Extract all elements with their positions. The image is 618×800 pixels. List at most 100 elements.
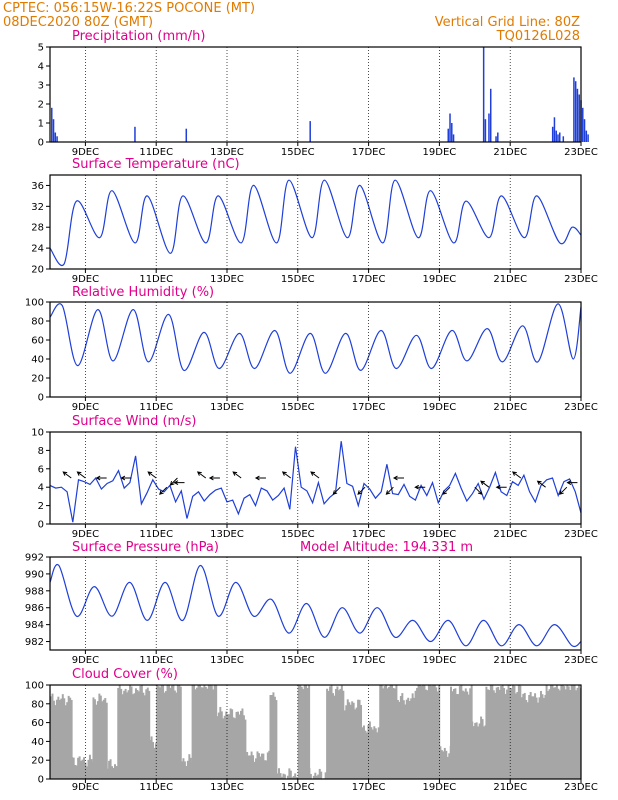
panel-frame (49, 174, 582, 270)
cloud-bar (575, 690, 578, 779)
cloud-bar (88, 754, 91, 779)
x-tick-label: 21DEC (493, 655, 527, 666)
precip-bar (449, 113, 451, 142)
cloud-bar (308, 685, 311, 779)
cloud-bar (461, 690, 464, 779)
precip-bar (551, 126, 554, 142)
cloud-bar (489, 685, 492, 779)
cloud-bar (155, 743, 157, 779)
y-tick-label: 10 (31, 428, 44, 439)
wind-arrow (281, 471, 292, 479)
x-tick-label: 23DEC (564, 655, 598, 666)
cloud-bar (455, 694, 458, 779)
x-tick-label: 13DEC (210, 655, 244, 666)
wind-arrow (62, 471, 72, 479)
cloud-bar (64, 705, 67, 779)
cloud-bar (446, 756, 449, 779)
cloud-bar (463, 691, 466, 779)
x-tick-label: 9DEC (72, 782, 99, 793)
cloud-bar (78, 756, 81, 779)
cloud-bar (71, 757, 74, 779)
cloud-bar (149, 740, 152, 779)
cloud-bar (497, 686, 500, 779)
x-tick-label: 13DEC (210, 529, 244, 540)
cloud-bar (303, 685, 306, 779)
cloud-bar (380, 685, 383, 779)
cloud-bar (163, 692, 166, 779)
precip-bar (451, 123, 453, 142)
cloud-bar (507, 685, 510, 779)
cloud-bar (115, 766, 118, 779)
cloud-bar (229, 708, 232, 779)
cloud-bar (345, 705, 348, 779)
y-tick-label: 986 (25, 603, 44, 614)
cloud-bar (514, 693, 517, 779)
humidity-series-line (49, 303, 582, 374)
x-tick-label: 21DEC (493, 782, 527, 793)
cloud-bar (480, 716, 483, 779)
cloud-bar (235, 711, 238, 779)
header-station: CPTEC: 056:15W-16:22S POCONE (MT) (3, 1, 255, 16)
wind-arrow (442, 486, 451, 495)
cloud-bar (256, 751, 259, 779)
cloud-bar (539, 690, 542, 779)
cloud-bar (299, 685, 302, 779)
cloud-bar (452, 689, 455, 779)
cloud-bar (146, 687, 149, 779)
cloud-bar (343, 710, 346, 779)
cloud-bar (382, 688, 385, 779)
cloud-bar (216, 716, 219, 779)
y-tick-label: 988 (25, 586, 44, 597)
cloud-bar (234, 718, 237, 779)
cloud-bar (70, 699, 73, 779)
cloud-bar (175, 692, 178, 779)
cloud-bar (182, 758, 185, 779)
cloud-bar (371, 729, 374, 779)
cloud-bar (520, 697, 523, 779)
wind-arrow (566, 480, 578, 485)
cloud-bar (66, 702, 69, 779)
cloud-bar (349, 704, 352, 779)
y-tick-label: 990 (25, 569, 44, 580)
cloud-bar (180, 761, 183, 779)
cloud-bar (385, 685, 388, 779)
panel-frame (49, 556, 582, 651)
cloud-bar (232, 717, 235, 779)
panel-frame (49, 301, 582, 398)
cloud-bar (118, 685, 121, 779)
wind-arrow (414, 484, 426, 490)
cloud-bar (467, 694, 470, 779)
x-tick-label: 19DEC (423, 402, 457, 413)
cloud-bar (61, 694, 64, 779)
cloud-bar (324, 772, 327, 779)
cloud-bar (206, 688, 209, 779)
cloud-bar (121, 694, 124, 779)
wind-arrow (159, 486, 168, 495)
y-tick-label: 100 (25, 681, 44, 692)
cloud-bar (396, 699, 399, 779)
cloud-bar (411, 693, 414, 779)
x-tick-label: 21DEC (493, 274, 527, 285)
cloud-bar (503, 688, 506, 779)
cloud-bar (312, 775, 315, 779)
cloud-bar (427, 685, 430, 779)
cloud-bar (354, 709, 357, 779)
cloud-bar (133, 693, 136, 779)
wind-arrow (385, 486, 394, 495)
cloud-cover-title: Cloud Cover (%) (72, 667, 178, 682)
wind-arrow (559, 486, 568, 495)
x-tick-label: 13DEC (210, 402, 244, 413)
cloud-bar (157, 686, 160, 779)
precip-bar (557, 134, 559, 142)
cloud-bar (92, 697, 95, 779)
precip-bar (52, 119, 55, 142)
cloud-bar (504, 693, 507, 779)
cloud-bar (291, 777, 294, 779)
cloud-bar (330, 685, 333, 779)
x-tick-label: 21DEC (493, 529, 527, 540)
x-tick-label: 17DEC (352, 274, 386, 285)
cloud-bar (360, 705, 363, 779)
cloud-bar (433, 685, 436, 779)
cloud-bar (80, 760, 83, 779)
cloud-bar (127, 690, 130, 779)
